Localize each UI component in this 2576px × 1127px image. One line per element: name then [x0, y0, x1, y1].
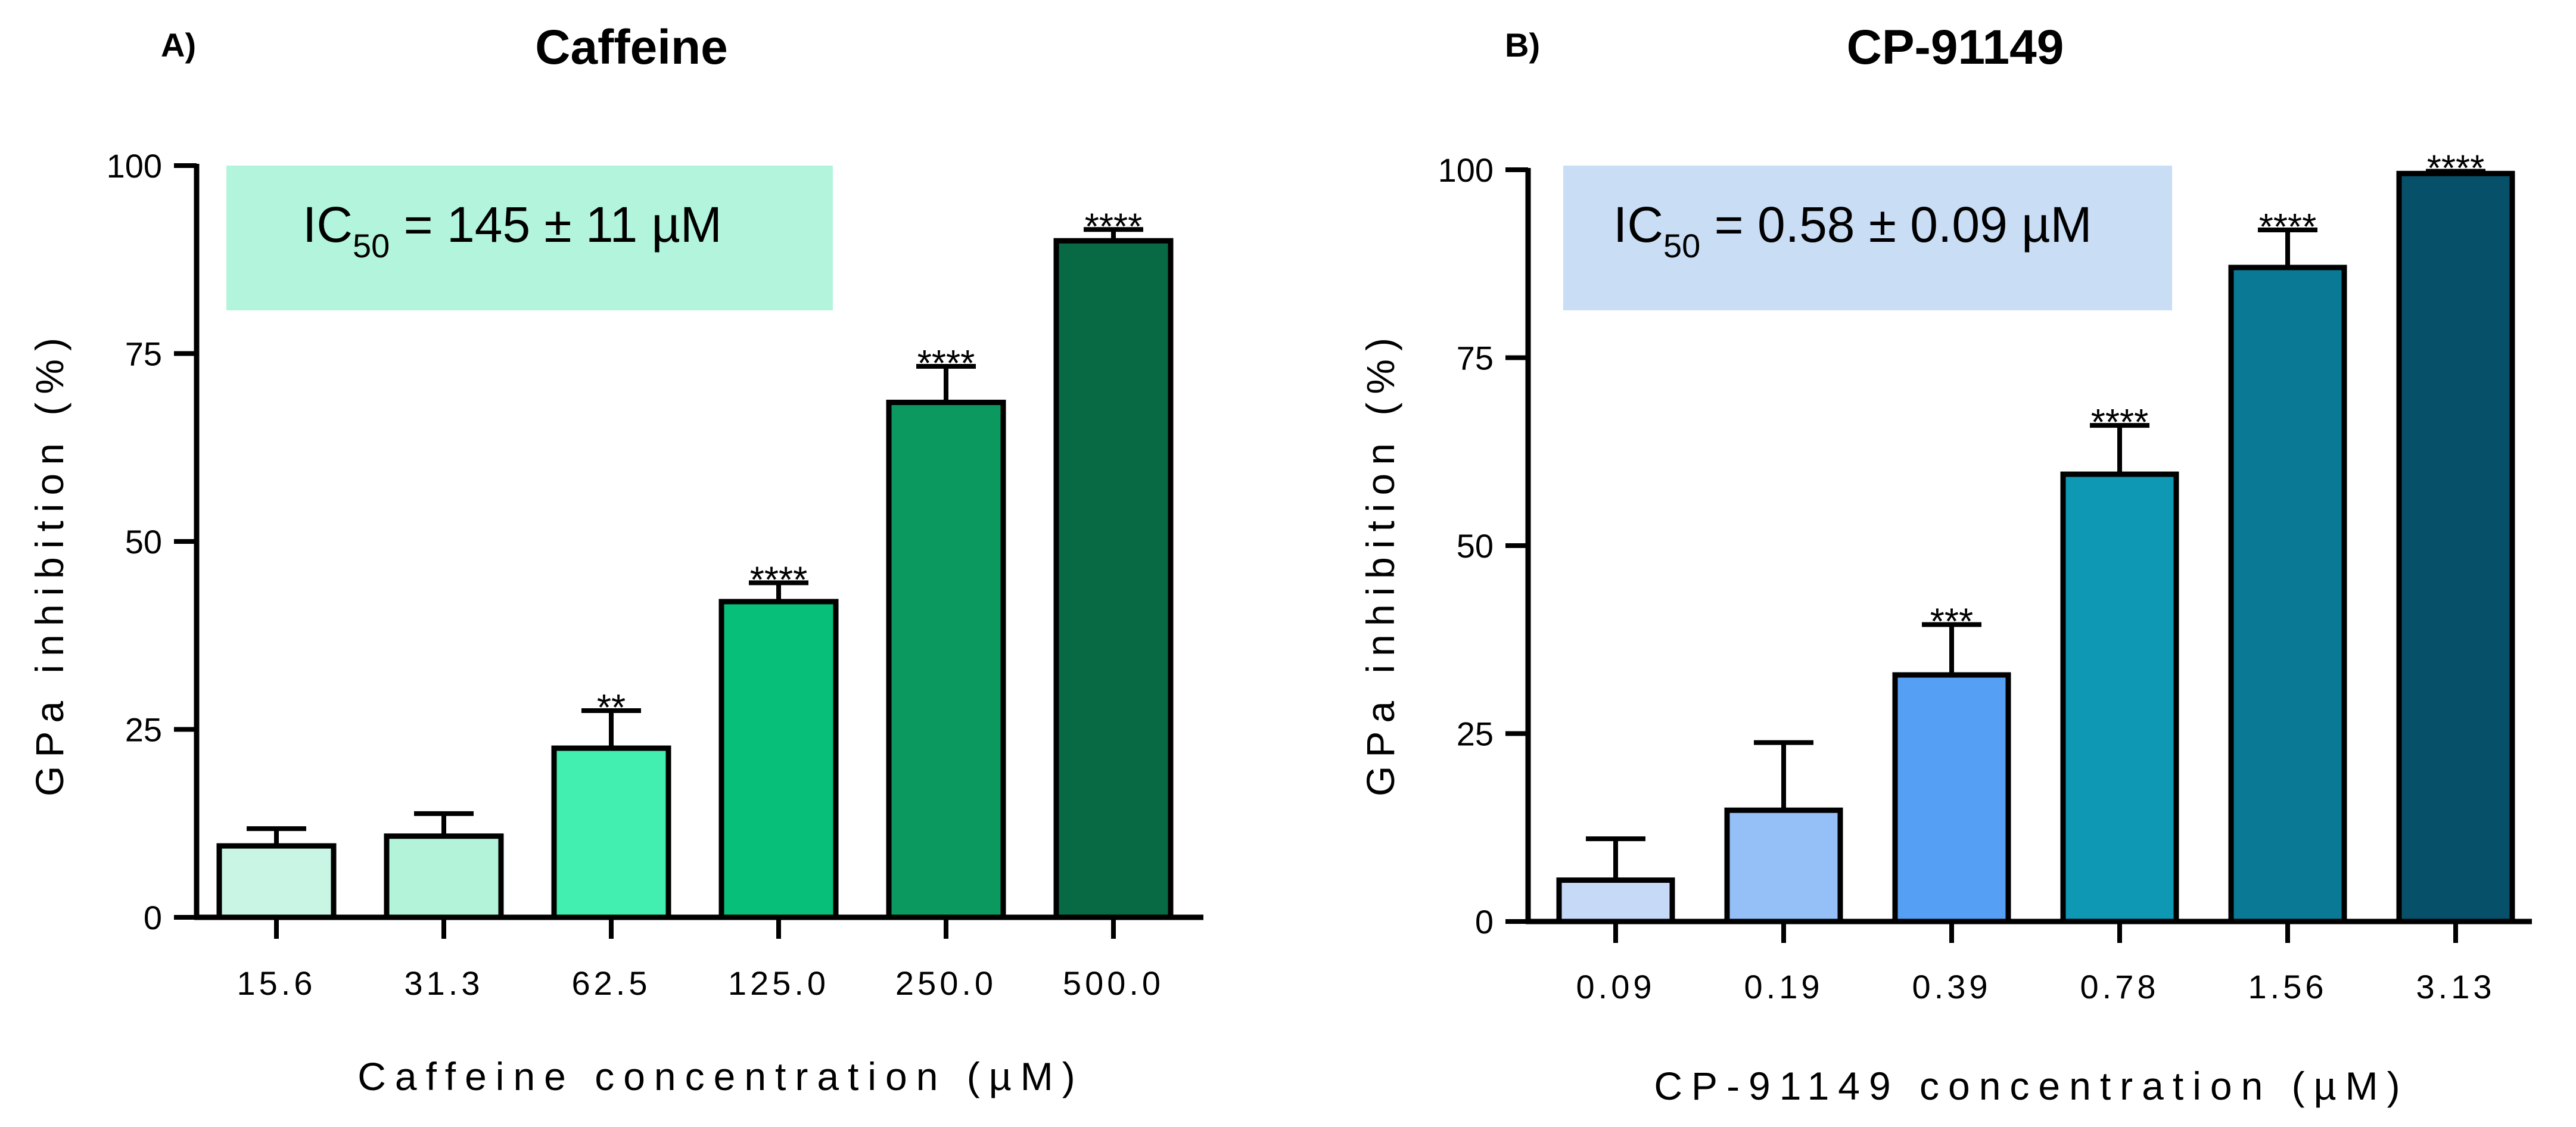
x-tick-label: 0.39 — [1912, 968, 1992, 1005]
x-tick-label: 15.6 — [237, 964, 316, 1002]
bar — [1892, 672, 2011, 924]
significance-label: **** — [750, 559, 808, 600]
ic50-prefix: IC — [1613, 197, 1663, 253]
ic50-value: = 0.58 ± 0.09 µM — [1700, 197, 2092, 253]
ic50-box — [226, 166, 833, 310]
bar — [216, 843, 337, 920]
y-tick-label: 100 — [107, 147, 162, 185]
significance-label: **** — [2091, 402, 2149, 443]
y-axis-label: GPa inhibition (%) — [27, 329, 71, 796]
x-axis-label: Caffeine concentration (µM) — [357, 1054, 1084, 1098]
y-tick-label: 75 — [125, 335, 162, 373]
chart-title: Caffeine — [535, 20, 728, 74]
x-axis-label: CP-91149 concentration (µM) — [1654, 1064, 2409, 1108]
bar — [2396, 170, 2515, 924]
bar — [1724, 807, 1843, 924]
x-tick-label: 0.09 — [1576, 968, 1656, 1005]
x-tick-label: 62.5 — [572, 964, 651, 1002]
significance-label: *** — [1930, 602, 1973, 643]
x-tick-label: 500.0 — [1063, 964, 1164, 1002]
y-tick-label: 0 — [144, 899, 162, 936]
y-tick-label: 75 — [1457, 340, 1494, 377]
significance-label: **** — [2427, 148, 2485, 189]
ic50-prefix: IC — [303, 197, 353, 253]
y-tick-label: 0 — [1475, 903, 1494, 941]
ic50-annotation: IC50 = 0.58 ± 0.09 µM — [1613, 197, 2092, 264]
x-tick-label: 125.0 — [728, 964, 829, 1002]
y-tick-label: 50 — [1457, 527, 1494, 565]
ic50-subscript: 50 — [1663, 227, 1700, 264]
panel-label: B) — [1505, 26, 1540, 64]
y-axis-label: GPa inhibition (%) — [1358, 329, 1402, 796]
bar — [2228, 264, 2347, 924]
bar — [1053, 238, 1174, 920]
significance-label: **** — [1085, 206, 1143, 247]
y-tick-label: 50 — [125, 523, 162, 561]
bar — [551, 745, 671, 920]
bar — [2060, 471, 2179, 924]
bar — [718, 599, 839, 920]
ic50-value: = 145 ± 11 µM — [390, 197, 722, 253]
x-tick-label: 3.13 — [2416, 968, 2496, 1005]
ic50-annotation: IC50 = 145 ± 11 µM — [303, 197, 722, 264]
chart-title: CP-91149 — [1847, 20, 2064, 74]
bar — [1556, 877, 1675, 924]
ic50-subscript: 50 — [353, 227, 390, 264]
x-tick-label: 31.3 — [405, 964, 484, 1002]
bar — [384, 833, 504, 920]
x-tick-label: 1.56 — [2248, 968, 2328, 1005]
y-tick-label: 25 — [125, 711, 162, 749]
y-tick-label: 25 — [1457, 715, 1494, 753]
bar — [886, 400, 1006, 920]
y-tick-label: 100 — [1438, 151, 1494, 189]
significance-label: **** — [2259, 207, 2317, 248]
ic50-box — [1563, 166, 2172, 310]
x-tick-label: 0.78 — [2080, 968, 2160, 1005]
significance-label: **** — [917, 343, 975, 384]
panel-a: A) Caffeine IC50 = 145 ± 11 µM Caffeine … — [27, 20, 1203, 1098]
panel-b: B) CP-91149 IC50 = 0.58 ± 0.09 µM CP-911… — [1358, 20, 2532, 1108]
panel-label: A) — [161, 26, 196, 64]
x-tick-label: 250.0 — [895, 964, 997, 1002]
x-tick-label: 0.19 — [1744, 968, 1824, 1005]
significance-label: ** — [597, 687, 626, 728]
